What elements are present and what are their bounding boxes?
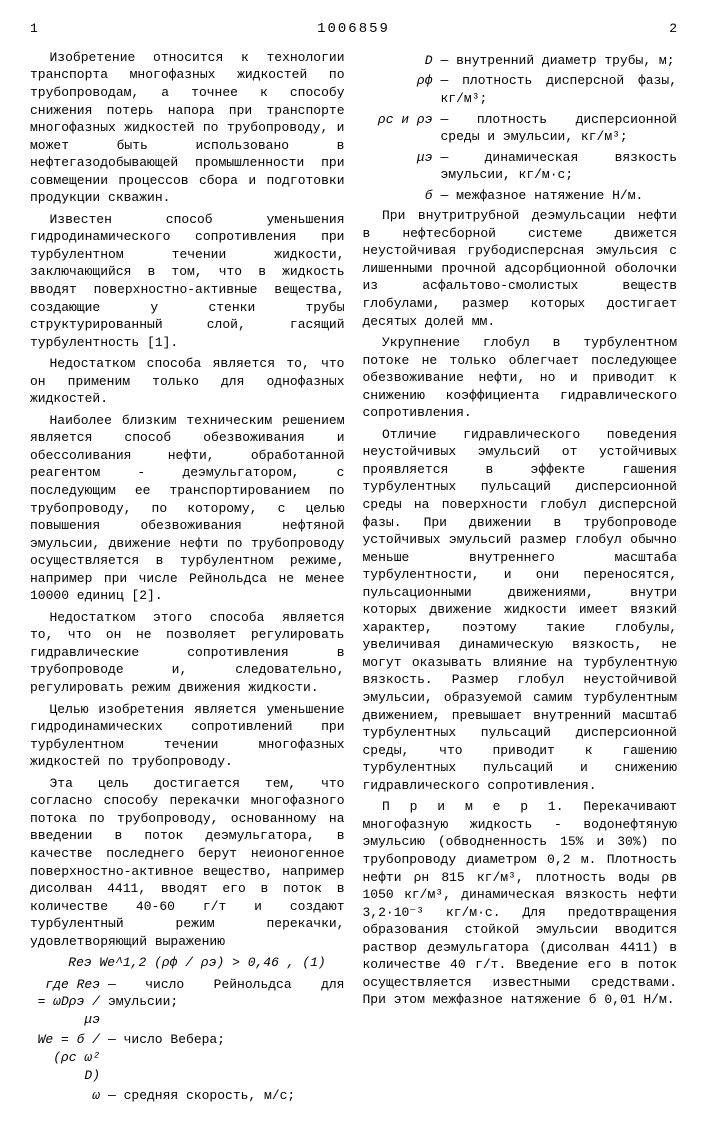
two-column-layout: Изобретение относится к технологии транс… — [30, 49, 677, 1108]
para: Наиболее близким техническим решением яв… — [30, 412, 345, 605]
def-symbol: ρс и ρэ — [363, 111, 441, 146]
def-text: — плотность дисперсионной среды и эмульс… — [441, 111, 678, 146]
para: Изобретение относится к технологии транс… — [30, 49, 345, 207]
document-number: 1006859 — [317, 20, 390, 39]
definition-row: где Reэ = ωDρэ / μэ — число Рейнольдса д… — [30, 976, 345, 1029]
formula: Reэ Wе^1,2 (ρф / ρэ) > 0,46 , (1) — [30, 954, 345, 972]
left-column: Изобретение относится к технологии транс… — [30, 49, 345, 1108]
page-num-right: 2 — [669, 20, 677, 41]
def-symbol: ω — [30, 1087, 108, 1105]
def-text: — число Вебера; — [108, 1031, 345, 1084]
page-num-left: 1 — [30, 20, 38, 41]
def-symbol: ρф — [363, 72, 441, 107]
para: Укрупнение глобул в турбулентном потоке … — [363, 334, 678, 422]
para: П р и м е р 1. Перекачивают многофазную … — [363, 798, 678, 1009]
def-symbol: μэ — [363, 149, 441, 184]
para: Недостатком этого способа является то, ч… — [30, 609, 345, 697]
definition-row: μэ — динамическая вязкость эмульсии, кг/… — [363, 149, 678, 184]
para: Отличие гидравлического поведения неусто… — [363, 426, 678, 794]
para: Целью изобретения является уменьшение ги… — [30, 701, 345, 771]
def-symbol: б — [363, 187, 441, 205]
def-symbol: Wе = б / (ρс ω² D) — [30, 1031, 108, 1084]
para: Известен способ уменьшения гидродинамиче… — [30, 211, 345, 351]
def-symbol: где Reэ = ωDρэ / μэ — [30, 976, 108, 1029]
right-column: D — внутренний диаметр трубы, м; ρф — пл… — [363, 49, 678, 1108]
def-symbol: D — [363, 52, 441, 70]
definition-row: ω — средняя скорость, м/с; — [30, 1087, 345, 1105]
definition-row: ρс и ρэ — плотность дисперсионной среды … — [363, 111, 678, 146]
para: При внутритрубной деэмульсации нефти в н… — [363, 207, 678, 330]
def-text: — динамическая вязкость эмульсии, кг/м·с… — [441, 149, 678, 184]
definition-row: б — межфазное натяжение Н/м. — [363, 187, 678, 205]
definition-row: Wе = б / (ρс ω² D) — число Вебера; — [30, 1031, 345, 1084]
def-text: — межфазное натяжение Н/м. — [441, 187, 678, 205]
def-text: — число Рейнольдса для эмульсии; — [108, 976, 345, 1029]
definition-row: D — внутренний диаметр трубы, м; — [363, 52, 678, 70]
def-text: — плотность дисперсной фазы, кг/м³; — [441, 72, 678, 107]
def-text: — средняя скорость, м/с; — [108, 1087, 345, 1105]
para: Эта цель достигается тем, что согласно с… — [30, 775, 345, 950]
definition-row: ρф — плотность дисперсной фазы, кг/м³; — [363, 72, 678, 107]
para: Недостатком способа является то, что он … — [30, 355, 345, 408]
def-text: — внутренний диаметр трубы, м; — [441, 52, 678, 70]
